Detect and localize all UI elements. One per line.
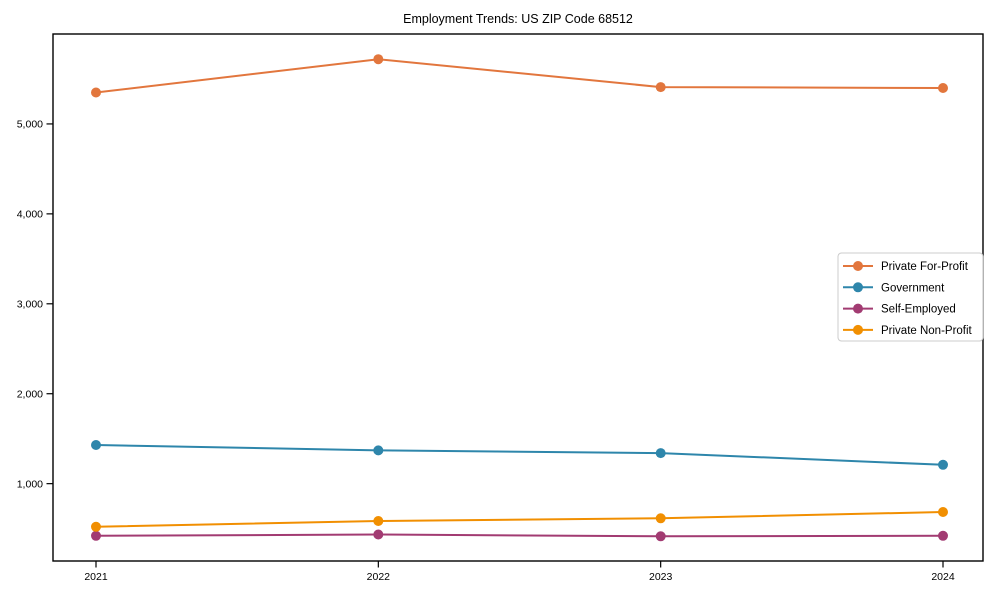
x-axis: 2021 2022 2023 2024 bbox=[84, 561, 955, 583]
legend-label: Private Non-Profit bbox=[881, 325, 973, 337]
x-tick-label: 2024 bbox=[931, 571, 955, 583]
data-point-private-non-profit-2022 bbox=[373, 516, 384, 526]
y-tick-label: 3,000 bbox=[17, 298, 43, 310]
x-tick-label: 2021 bbox=[84, 571, 108, 583]
series-line-private-non-profit bbox=[95, 511, 944, 528]
legend-item-government: Government bbox=[843, 282, 945, 294]
data-point-private-for-profit-2024 bbox=[938, 83, 948, 93]
data-point-private-for-profit-2022 bbox=[373, 54, 384, 65]
y-tick-label: 1,000 bbox=[17, 478, 43, 490]
series-line-self-employed bbox=[95, 533, 944, 538]
data-point-private-non-profit-2023 bbox=[655, 513, 666, 524]
data-point-government-2023 bbox=[655, 448, 666, 459]
legend-marker bbox=[853, 324, 863, 335]
legend-marker bbox=[853, 303, 863, 314]
legend-box bbox=[837, 252, 984, 342]
legend-item-private-non-profit: Private Non-Profit bbox=[843, 324, 973, 337]
y-tick-label: 4,000 bbox=[17, 209, 43, 221]
series-group bbox=[91, 54, 948, 542]
y-axis: 1,000 2,000 3,000 4,000 5,000 bbox=[17, 119, 53, 490]
data-point-self-employed-2024 bbox=[938, 530, 948, 541]
series-line-private-for-profit bbox=[95, 58, 944, 94]
legend-marker bbox=[853, 261, 863, 271]
legend: Private For-Profit Government Self-Employe… bbox=[837, 252, 984, 342]
data-point-private-non-profit-2024 bbox=[938, 507, 948, 517]
data-point-government-2022 bbox=[373, 445, 384, 456]
data-point-private-for-profit-2023 bbox=[655, 82, 666, 93]
legend-marker bbox=[853, 282, 863, 293]
data-point-private-for-profit-2021 bbox=[91, 87, 101, 98]
data-point-self-employed-2023 bbox=[655, 531, 666, 542]
data-point-self-employed-2021 bbox=[91, 530, 101, 541]
legend-label: Self-Employed bbox=[881, 304, 956, 316]
data-point-private-non-profit-2021 bbox=[91, 521, 101, 532]
data-point-self-employed-2022 bbox=[373, 529, 384, 540]
x-tick-label: 2023 bbox=[649, 571, 673, 583]
legend-item-private-for-profit: Private For-Profit bbox=[843, 261, 969, 273]
series-line-government bbox=[95, 444, 944, 466]
data-point-government-2021 bbox=[91, 440, 101, 450]
legend-label: Government bbox=[881, 282, 945, 294]
y-tick-label: 2,000 bbox=[17, 388, 43, 400]
legend-item-self-employed: Self-Employed bbox=[843, 303, 956, 316]
chart-title: Employment Trends: US ZIP Code 68512 bbox=[403, 12, 633, 26]
x-tick-label: 2022 bbox=[367, 571, 391, 583]
y-tick-label: 5,000 bbox=[17, 119, 43, 131]
data-point-government-2024 bbox=[938, 459, 948, 470]
legend-label: Private For-Profit bbox=[881, 261, 969, 273]
